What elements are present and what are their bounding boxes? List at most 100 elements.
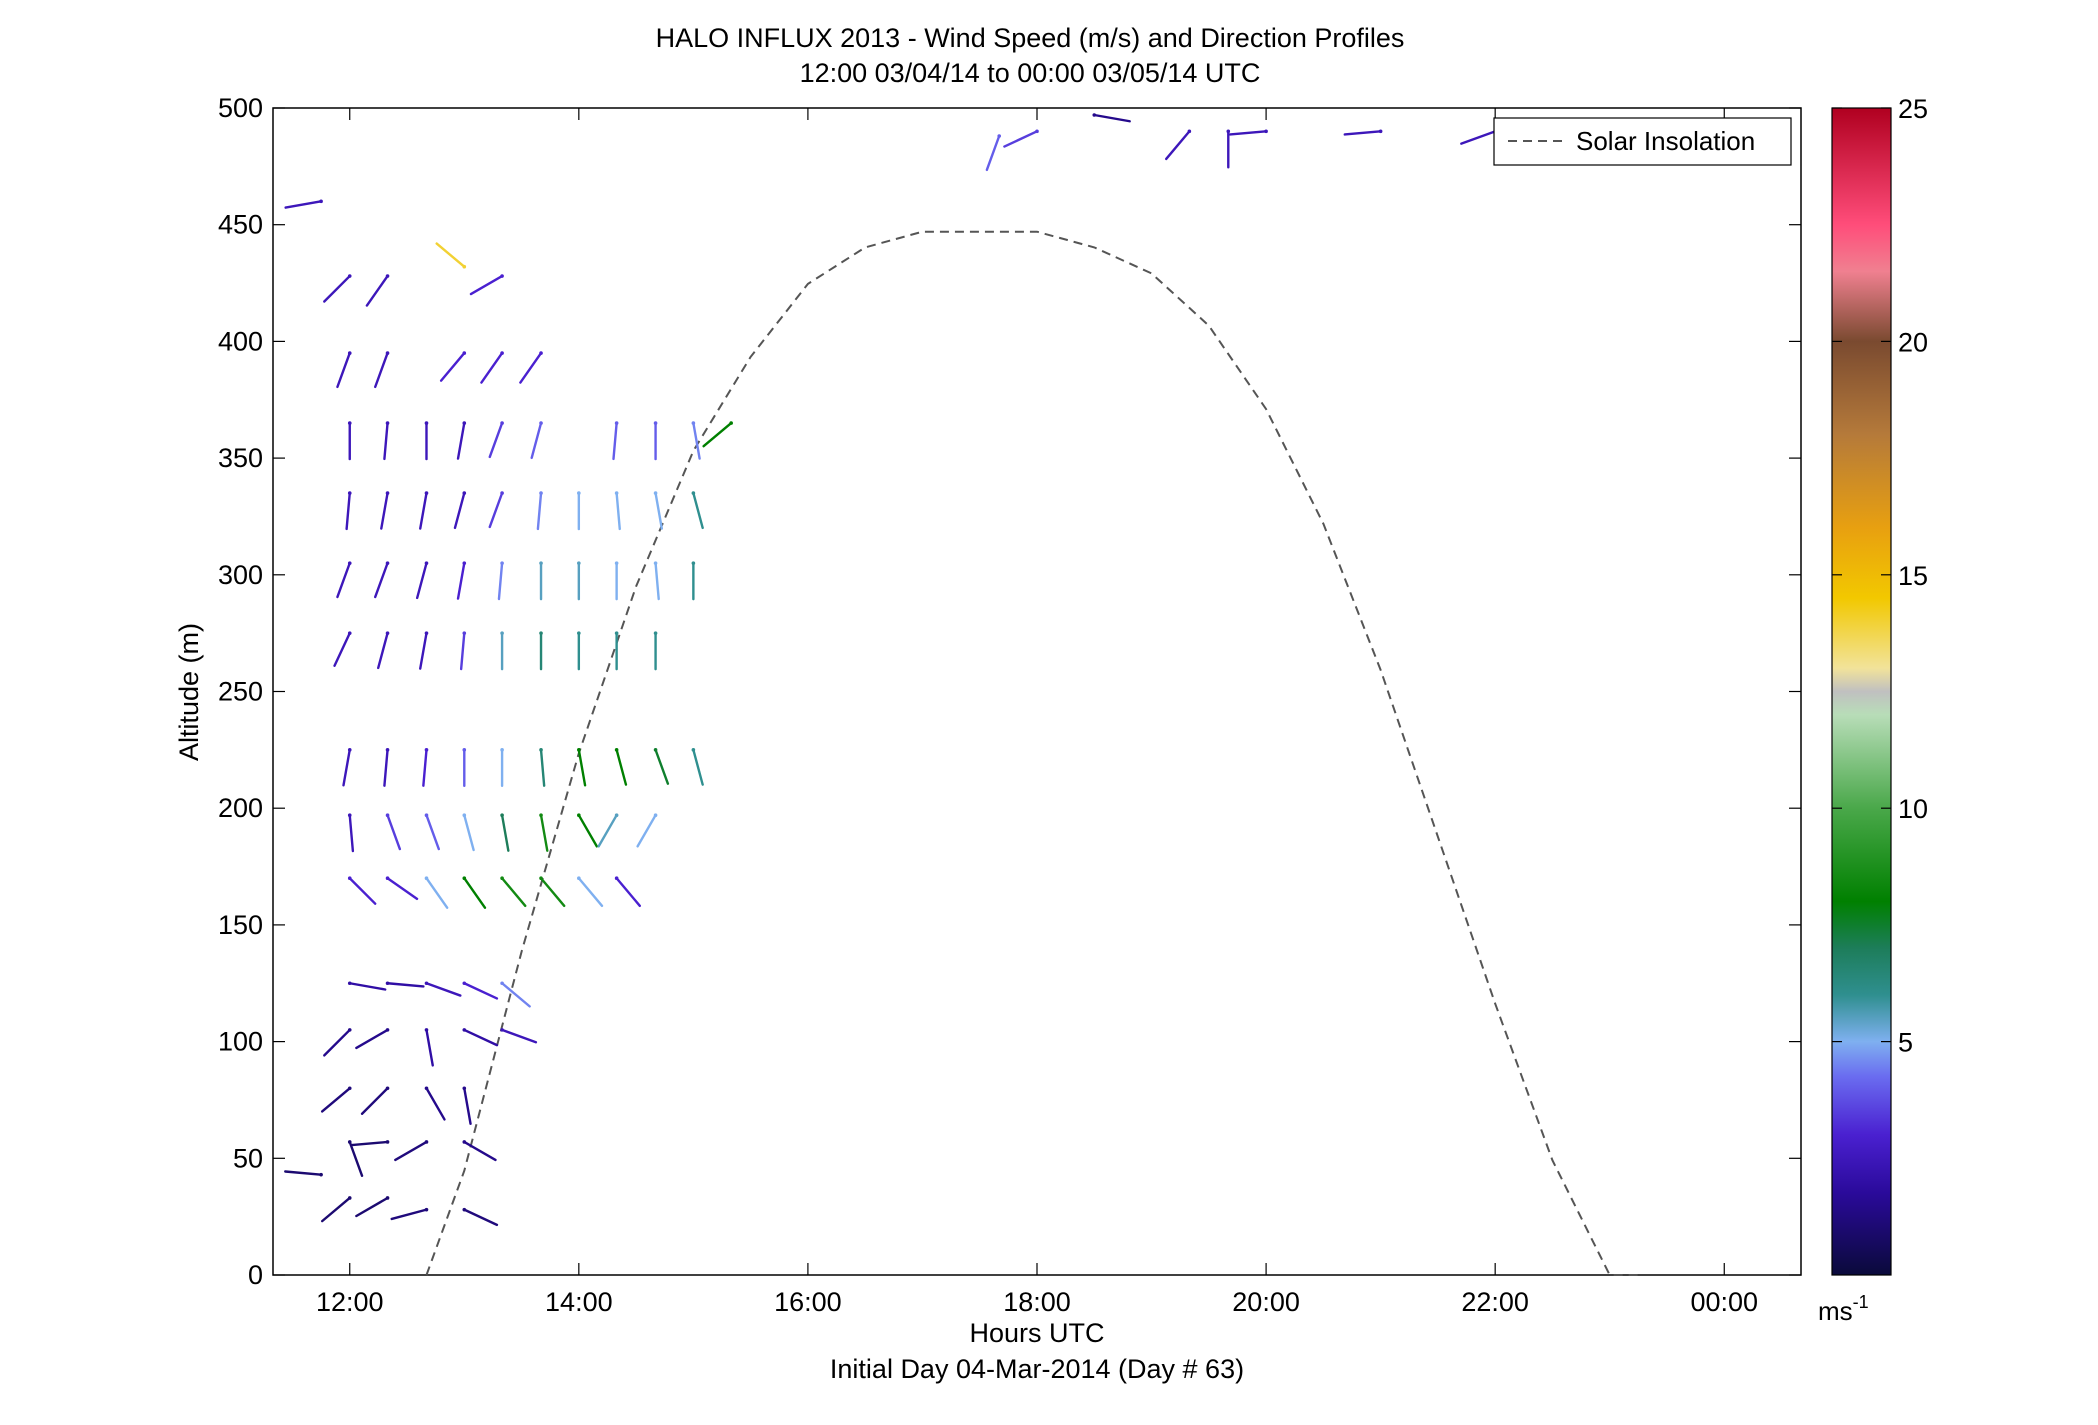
- wind-barb-point: [653, 813, 658, 818]
- wind-barb-point: [614, 748, 619, 752]
- wind-barb-point: [577, 631, 581, 635]
- wind-barb: [336, 561, 351, 599]
- wind-barb-point: [347, 421, 352, 425]
- x-tick-label: 14:00: [545, 1287, 613, 1317]
- wind-barb-point: [385, 631, 390, 635]
- wind-barb-point: [462, 491, 467, 495]
- wind-barb-point: [539, 351, 543, 355]
- wind-barb: [419, 631, 428, 670]
- wind-barb-point: [385, 1140, 390, 1144]
- wind-barb-point: [424, 981, 429, 986]
- colorbar-unit: ms-1: [1818, 1292, 1869, 1326]
- wind-barb-point: [347, 813, 352, 818]
- wind-barb-point: [539, 631, 543, 635]
- wind-barb: [348, 1140, 364, 1177]
- wind-barb: [425, 1087, 446, 1121]
- wind-barb-point: [385, 491, 390, 495]
- wind-barb: [463, 877, 487, 909]
- y-tick-label: 50: [233, 1143, 263, 1173]
- wind-barb-point: [997, 134, 1002, 138]
- wind-barb: [439, 351, 466, 382]
- wind-barb: [415, 561, 428, 600]
- wind-barb: [383, 421, 389, 461]
- wind-barb: [284, 1170, 323, 1176]
- wind-barb-point: [319, 1172, 323, 1177]
- wind-barb: [577, 748, 587, 787]
- wind-barb-point: [500, 561, 504, 565]
- wind-barb-point: [539, 561, 543, 565]
- x-tick-label: 20:00: [1232, 1287, 1300, 1317]
- wind-barb-point: [653, 421, 658, 425]
- wind-barb: [453, 491, 466, 530]
- x-tick-label: 16:00: [774, 1287, 842, 1317]
- wind-barb: [654, 491, 664, 530]
- wind-barb-point: [577, 876, 581, 881]
- wind-barb: [425, 1028, 434, 1067]
- wind-barb: [597, 814, 618, 848]
- x-axis-sublabel: Initial Day 04-Mar-2014 (Day # 63): [830, 1354, 1244, 1384]
- y-axis: 0 50 100 150 200 250 300 350 400 450 500: [218, 93, 1801, 1290]
- wind-barb-point: [347, 981, 352, 986]
- wind-barb: [284, 200, 323, 209]
- wind-barb-point: [385, 274, 390, 278]
- wind-barb-point: [385, 351, 390, 355]
- wind-barb-point: [577, 748, 581, 752]
- y-tick-label: 500: [218, 93, 263, 123]
- y-tick-label: 400: [218, 326, 263, 356]
- colorbar-tick-label: 20: [1898, 327, 1928, 357]
- x-tick-label: 22:00: [1461, 1287, 1529, 1317]
- wind-barb-point: [424, 1028, 429, 1032]
- wind-barb-point: [424, 748, 429, 752]
- y-tick-label: 0: [248, 1260, 263, 1290]
- wind-barb-point: [347, 631, 352, 635]
- wind-barb-point: [1226, 129, 1231, 134]
- wind-barb: [463, 1028, 499, 1047]
- wind-barb-point: [614, 421, 619, 425]
- wind-barb-point: [347, 351, 352, 355]
- wind-barb-point: [424, 1207, 429, 1212]
- y-tick-label: 350: [218, 443, 263, 473]
- wind-barb: [386, 814, 402, 851]
- wind-barb: [577, 814, 599, 848]
- wind-barb: [355, 1028, 389, 1050]
- wind-barb: [539, 877, 566, 907]
- wind-barb-point: [462, 813, 467, 818]
- x-axis: 12:00 14:00 16:00 18:00 20:00 22:00 00:00: [316, 108, 1758, 1317]
- wind-barb: [456, 421, 466, 460]
- wind-barb-point: [424, 491, 429, 495]
- wind-barb: [500, 982, 531, 1008]
- wind-barb: [345, 491, 351, 531]
- colorbar-unit-base: ms: [1818, 1296, 1853, 1326]
- wind-barb: [350, 1140, 389, 1147]
- wind-barb: [463, 1087, 472, 1125]
- wind-barb: [1165, 130, 1191, 161]
- wind-barb-point: [577, 813, 581, 818]
- wind-barbs: [284, 113, 1497, 1227]
- wind-barb: [425, 877, 449, 909]
- wind-barb: [320, 1196, 351, 1223]
- colorbar: 5 10 15 20 25 ms-1: [1818, 94, 1928, 1326]
- wind-barb: [519, 351, 543, 384]
- wind-barb: [380, 491, 389, 530]
- y-tick-label: 450: [218, 210, 263, 240]
- wind-barb: [539, 748, 546, 787]
- wind-barb-point: [462, 1028, 467, 1032]
- wind-barb-point: [653, 748, 658, 752]
- wind-barb: [394, 1140, 428, 1162]
- wind-barb: [365, 274, 389, 307]
- y-tick-label: 300: [218, 560, 263, 590]
- wind-barb-point: [347, 1028, 352, 1032]
- wind-barb-point: [347, 876, 352, 881]
- wind-barb: [377, 631, 389, 670]
- wind-barb: [536, 491, 543, 531]
- wind-barb: [692, 748, 704, 786]
- colorbar-tick-label: 15: [1898, 561, 1928, 591]
- wind-barb: [456, 561, 466, 600]
- wind-barb-point: [614, 631, 619, 635]
- chart-subtitle: 12:00 03/04/14 to 00:00 03/05/14 UTC: [800, 58, 1261, 88]
- wind-barb: [615, 748, 628, 786]
- wind-barb-point: [462, 748, 467, 752]
- wind-barb-point: [385, 748, 390, 752]
- wind-barb-point: [424, 1140, 429, 1144]
